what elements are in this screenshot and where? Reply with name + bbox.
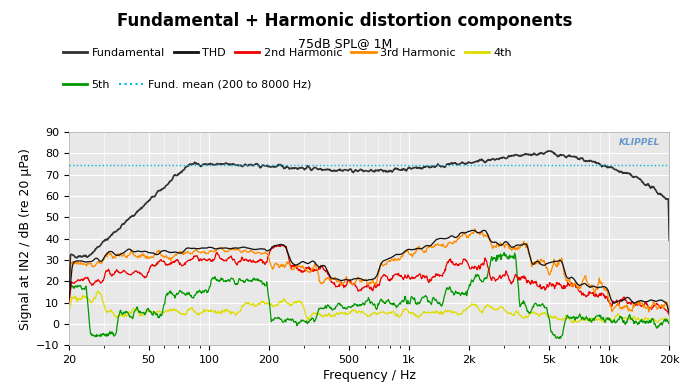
Text: KLIPPEL: KLIPPEL — [619, 139, 660, 147]
Text: Fundamental + Harmonic distortion components: Fundamental + Harmonic distortion compon… — [117, 12, 573, 29]
Y-axis label: Signal at IN2 / dB (re 20 μPa): Signal at IN2 / dB (re 20 μPa) — [19, 148, 32, 329]
X-axis label: Frequency / Hz: Frequency / Hz — [323, 369, 415, 382]
Text: 75dB SPL@ 1M: 75dB SPL@ 1M — [298, 37, 392, 50]
Legend: 5th, Fund. mean (200 to 8000 Hz): 5th, Fund. mean (200 to 8000 Hz) — [63, 80, 311, 90]
